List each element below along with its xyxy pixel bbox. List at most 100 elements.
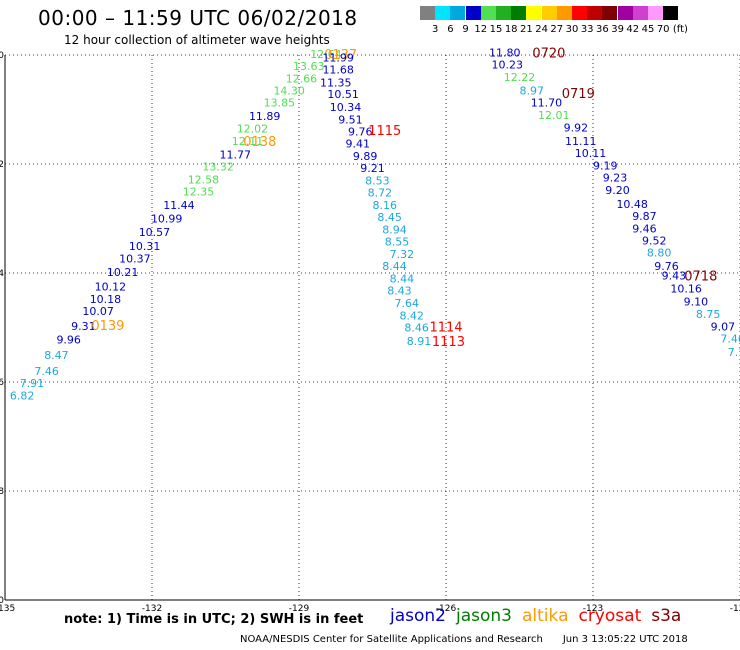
pass-time-label: 0139: [91, 319, 124, 334]
swh-value: 11.99: [322, 52, 354, 65]
pass-time-label: 0137: [324, 48, 357, 63]
scale-swatch: [420, 6, 435, 20]
swh-value: 9.43: [662, 270, 687, 283]
lat-tick-label: -64: [0, 269, 4, 279]
swh-value: 8.55: [385, 235, 410, 248]
legend-jason3: jason3: [456, 606, 512, 626]
scale-swatch: [587, 6, 603, 20]
swh-value: 13.63: [293, 60, 325, 73]
swh-value: 9.20: [605, 184, 630, 197]
swh-value: 9.89: [353, 150, 378, 163]
swh-value: 11.89: [249, 110, 281, 123]
scale-label: 42: [626, 24, 640, 35]
swh-value: 8.44: [390, 272, 415, 285]
swh-value: 12.58: [188, 173, 220, 186]
lon-tick-label: -129: [289, 604, 310, 614]
swh-value: 8.80: [647, 246, 672, 259]
swh-value: 13.32: [202, 161, 234, 174]
scale-label: 27: [550, 24, 564, 35]
lat-tick-label: -62: [0, 160, 4, 170]
swh-value: 8.45: [377, 211, 402, 224]
scale-label: 9: [462, 24, 469, 35]
pass-time-label: 1113: [432, 335, 465, 350]
lat-tick-label: -66: [0, 378, 4, 388]
units-note: note: 1) Time is in UTC; 2) SWH is in fe…: [64, 612, 364, 627]
swh-value: 8.16: [373, 199, 398, 212]
scale-swatch: [465, 6, 481, 20]
scale-unit: (ft): [672, 24, 688, 35]
scale-swatch: [496, 6, 511, 20]
swh-value: 11.70: [531, 96, 563, 109]
scale-swatch: [480, 6, 496, 20]
pass-time-label: 1115: [368, 124, 401, 139]
scale-label: 39: [611, 24, 624, 35]
lat-tick-label: -70: [0, 596, 4, 606]
swh-value: 9.96: [56, 333, 81, 346]
swh-value: 11.44: [163, 199, 195, 212]
swh-value: 9.19: [593, 160, 618, 173]
swh-value: 11.77: [220, 149, 252, 162]
swh-value: 8.94: [382, 223, 407, 236]
swh-value: 8.42: [399, 310, 424, 323]
legend-altika: altika: [522, 606, 569, 626]
lon-tick-label: -123: [583, 604, 603, 614]
swh-value: 7.46: [720, 332, 740, 345]
swh-value: 7.32: [390, 248, 415, 261]
swh-value: 10.07: [82, 305, 114, 318]
swh-value: 12.22: [504, 71, 536, 84]
satellite-legend: jason2 jason3 altika cryosat s3a: [390, 606, 691, 626]
pass-time-label: 0719: [562, 87, 595, 102]
legend-cryosat: cryosat: [578, 606, 642, 626]
scale-label: 36: [596, 24, 609, 35]
scale-swatch: [632, 6, 648, 20]
swh-value: 12.02: [237, 123, 269, 136]
pass-time-label: 1114: [429, 320, 462, 335]
swh-value: 12.11: [232, 135, 264, 148]
lon-tick-label: -132: [142, 604, 162, 614]
swh-value: 7.46: [34, 365, 59, 378]
swh-value: 10.23: [492, 58, 524, 71]
scale-swatch: [663, 6, 679, 20]
scale-label: 12: [474, 24, 488, 35]
footer: NOAA/NESDIS Center for Satellite Applica…: [240, 634, 688, 645]
swh-value: 8.46: [404, 322, 429, 335]
swh-value: 9.92: [564, 121, 589, 134]
swh-value: 8.75: [696, 308, 721, 321]
map-title: 00:00 – 11:59 UTC 06/02/2018: [38, 6, 358, 30]
scale-swatch: [602, 6, 618, 20]
swh-value: 9.52: [642, 234, 667, 247]
swh-value: 10.34: [330, 101, 362, 114]
swh-value: 10.37: [119, 252, 151, 265]
scale-label: 6: [447, 24, 454, 35]
scale-label: 21: [520, 24, 533, 35]
swh-value: 7.91: [20, 377, 45, 390]
swh-value: 9.76: [348, 125, 373, 138]
swh-value: 14.30: [273, 84, 305, 97]
scale-swatch: [526, 6, 542, 20]
swh-value: 12.01: [538, 109, 570, 122]
scale-swatch: [572, 6, 587, 20]
scale-label: 18: [504, 24, 518, 35]
footer-center: NOAA/NESDIS Center for Satellite Applica…: [240, 634, 543, 645]
swh-value: 9.51: [338, 113, 363, 126]
swh-value: 8.43: [387, 284, 412, 297]
lon-tick-label: -135: [0, 604, 15, 614]
swh-value: 11.35: [320, 76, 352, 89]
swh-value: 9.87: [632, 210, 657, 223]
swh-value: 8.91: [407, 335, 432, 348]
lat-tick-label: -60: [0, 51, 4, 61]
swh-value: 7.64: [395, 297, 420, 310]
pass-time-label: 0138: [243, 135, 276, 150]
scale-label: 15: [489, 24, 503, 35]
swh-value: 10.31: [129, 240, 161, 253]
swh-value: 9.10: [684, 295, 709, 308]
scale-label: 33: [580, 24, 594, 35]
footer-timestamp: Jun 3 13:05:22 UTC 2018: [562, 634, 688, 645]
swh-value: 10.21: [107, 266, 139, 279]
scale-label: 24: [535, 24, 548, 35]
scale-swatch: [435, 6, 451, 20]
pass-time-label: 0718: [684, 270, 717, 285]
scale-swatch: [556, 6, 572, 20]
swh-value: 8.53: [365, 174, 390, 187]
scale-swatch: [511, 6, 527, 20]
